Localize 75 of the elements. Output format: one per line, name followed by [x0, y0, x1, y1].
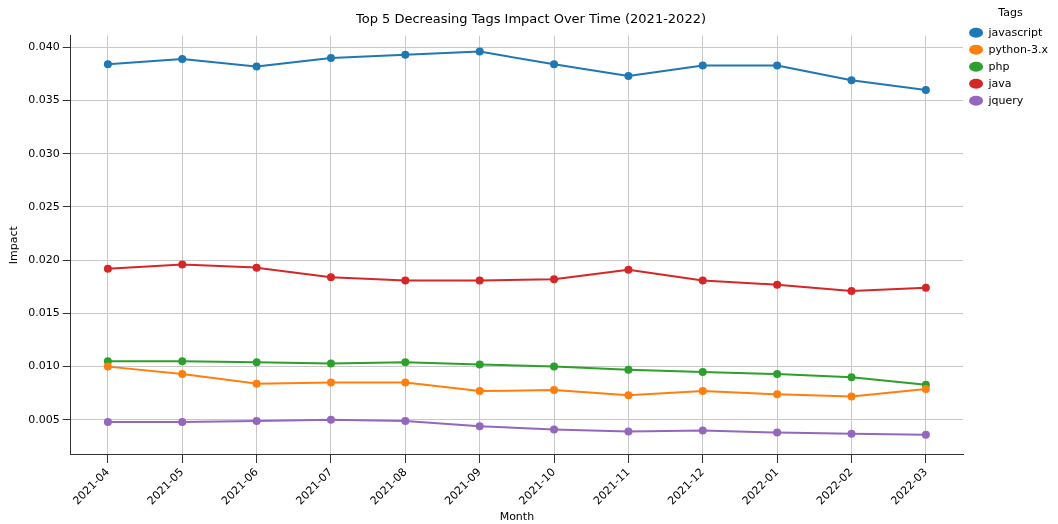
y-tick-label: 0.040: [28, 40, 60, 54]
point: [326, 359, 335, 368]
point: [550, 362, 559, 371]
point: [624, 265, 633, 274]
point: [103, 417, 112, 426]
y-tick-label: 0.030: [28, 146, 60, 160]
point: [475, 360, 484, 369]
point: [178, 417, 187, 426]
chart-title: Top 5 Decreasing Tags Impact Over Time (2021-2022): [354, 11, 707, 27]
point: [252, 62, 261, 71]
point: [401, 416, 410, 425]
y-tick-label: 0.025: [28, 199, 60, 213]
y-tick-label: 0.005: [28, 412, 60, 426]
point: [624, 427, 633, 436]
point: [326, 378, 335, 387]
point: [326, 273, 335, 282]
point: [698, 276, 707, 285]
point: [401, 378, 410, 387]
point: [698, 367, 707, 376]
point: [847, 373, 856, 382]
y-tick-label: 0.035: [28, 93, 60, 107]
point: [773, 428, 782, 437]
point: [773, 390, 782, 399]
point: [773, 61, 782, 70]
point: [401, 358, 410, 367]
point: [624, 365, 633, 374]
point: [178, 260, 187, 269]
legend-label: javascript: [987, 25, 1043, 39]
legend-label: java: [987, 76, 1012, 90]
point: [847, 392, 856, 401]
point: [773, 370, 782, 379]
point: [624, 391, 633, 400]
point: [921, 283, 930, 292]
point: [475, 387, 484, 396]
point: [326, 53, 335, 62]
x-axis-title: Month: [499, 510, 535, 524]
point: [698, 426, 707, 435]
point: [550, 425, 559, 434]
point: [178, 357, 187, 366]
point: [773, 280, 782, 289]
point: [921, 430, 930, 439]
point: [178, 55, 187, 64]
point: [475, 47, 484, 56]
point: [326, 415, 335, 424]
point: [178, 370, 187, 379]
point: [252, 416, 261, 425]
legend-label: python-3.x: [988, 42, 1049, 56]
y-axis-title: Impact: [7, 225, 21, 265]
point: [252, 379, 261, 388]
point: [698, 61, 707, 70]
point: [921, 384, 930, 393]
y-tick-label: 0.010: [28, 359, 60, 373]
point: [475, 276, 484, 285]
legend-label: php: [988, 59, 1010, 73]
y-tick-label: 0.015: [28, 306, 60, 320]
point: [401, 276, 410, 285]
y-tick-label: 0.020: [28, 253, 60, 267]
point: [550, 60, 559, 69]
point: [847, 429, 856, 438]
point: [252, 358, 261, 367]
point: [624, 72, 633, 81]
point: [550, 386, 559, 395]
legend-label: jquery: [987, 93, 1024, 107]
point: [103, 362, 112, 371]
point: [698, 387, 707, 396]
point: [847, 76, 856, 85]
point: [401, 50, 410, 59]
point: [475, 422, 484, 431]
point: [550, 275, 559, 284]
point: [921, 85, 930, 94]
point: [103, 60, 112, 69]
point: [252, 263, 261, 272]
legend-title: Tags: [997, 6, 1023, 20]
point: [847, 287, 856, 296]
point: [103, 264, 112, 273]
